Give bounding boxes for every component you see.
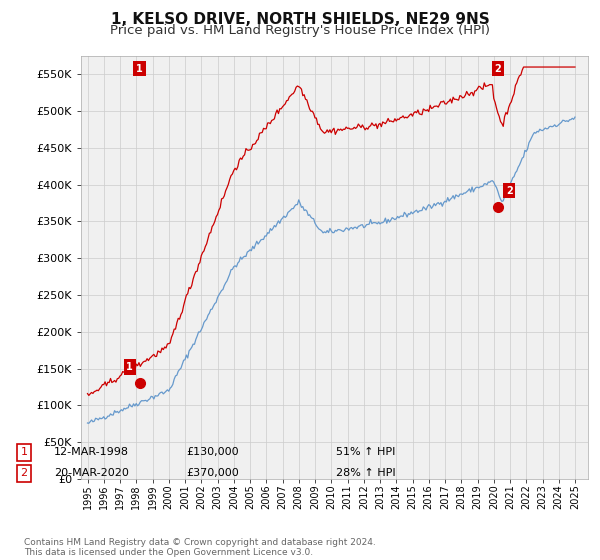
Text: £370,000: £370,000 [186,468,239,478]
Text: 20-MAR-2020: 20-MAR-2020 [54,468,129,478]
Text: 2: 2 [506,185,512,195]
Text: 12-MAR-1998: 12-MAR-1998 [54,447,129,458]
Text: 1: 1 [127,362,133,372]
Text: Contains HM Land Registry data © Crown copyright and database right 2024.
This d: Contains HM Land Registry data © Crown c… [24,538,376,557]
Text: 28% ↑ HPI: 28% ↑ HPI [336,468,395,478]
Text: 2: 2 [494,63,501,73]
Text: 1, KELSO DRIVE, NORTH SHIELDS, NE29 9NS: 1, KELSO DRIVE, NORTH SHIELDS, NE29 9NS [110,12,490,27]
Text: £130,000: £130,000 [186,447,239,458]
Text: 51% ↑ HPI: 51% ↑ HPI [336,447,395,458]
Text: Price paid vs. HM Land Registry's House Price Index (HPI): Price paid vs. HM Land Registry's House … [110,24,490,37]
Text: 2: 2 [20,468,28,478]
Text: 1: 1 [136,63,143,73]
Text: 1: 1 [20,447,28,458]
